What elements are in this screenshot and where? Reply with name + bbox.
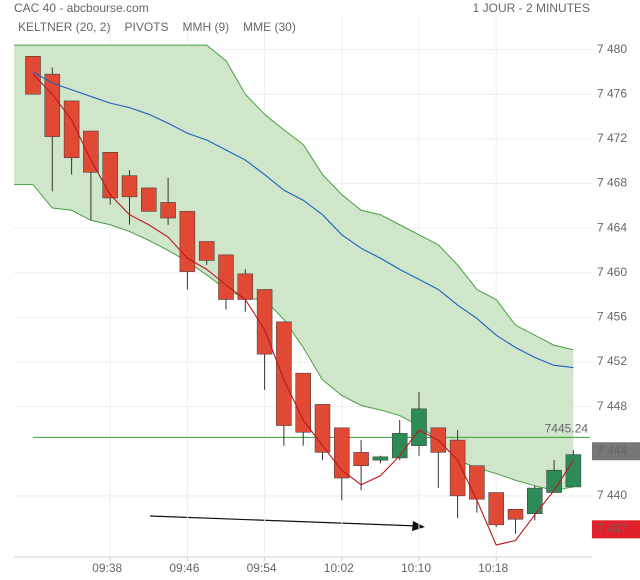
y-tick-label: 7 468 xyxy=(597,176,627,190)
candle-body xyxy=(353,452,369,466)
y-tick-label: 7 456 xyxy=(597,310,627,324)
last-price-box xyxy=(592,442,640,461)
y-tick-label: 7 460 xyxy=(597,265,627,279)
x-tick-label: 10:10 xyxy=(401,561,431,575)
candle-body xyxy=(198,241,215,261)
keltner-upper xyxy=(14,44,574,351)
candle-body xyxy=(507,509,524,520)
legend-entry: MME (30) xyxy=(243,20,296,34)
chart-subtitle: 1 JOUR - 2 MINUTES xyxy=(473,1,590,15)
low-price-box xyxy=(592,520,640,539)
y-tick-label: 7 480 xyxy=(597,42,627,56)
candle-body xyxy=(121,175,138,198)
low-price-label: 7 437 xyxy=(597,522,627,536)
candle-body xyxy=(160,202,176,219)
candle-body xyxy=(295,372,311,433)
candle-body xyxy=(391,433,408,459)
x-tick-label: 09:46 xyxy=(169,561,199,575)
moving-average xyxy=(32,71,574,369)
candle-body xyxy=(141,187,157,212)
legend-entry: MMH (9) xyxy=(183,20,230,34)
candle-body xyxy=(488,492,504,526)
candle-body xyxy=(218,254,234,300)
candle-body xyxy=(469,465,485,500)
reference-label: 7445.24 xyxy=(545,422,589,436)
candle-body xyxy=(372,456,389,461)
candle-body xyxy=(25,56,41,95)
x-tick-label: 10:02 xyxy=(324,561,354,575)
candle-body xyxy=(527,487,543,514)
candle-body xyxy=(83,130,99,173)
y-tick-label: 7 452 xyxy=(597,354,627,368)
x-tick-label: 09:38 xyxy=(92,561,122,575)
candle-body xyxy=(63,100,80,159)
keltner-fill xyxy=(14,45,574,491)
x-tick-label: 10:18 xyxy=(478,561,508,575)
y-tick-label: 7 476 xyxy=(597,86,627,100)
candle-body xyxy=(102,151,118,199)
y-tick-label: 7 472 xyxy=(597,131,627,145)
y-tick-label: 7 440 xyxy=(597,488,627,502)
last-price-label: 7 444 xyxy=(597,443,627,457)
moving-average xyxy=(32,73,574,546)
legend-entry: PIVOTS xyxy=(124,20,168,34)
candle-body xyxy=(546,469,562,493)
candle-body xyxy=(565,454,582,488)
x-tick-label: 09:54 xyxy=(247,561,277,575)
candle-body xyxy=(179,211,196,272)
candle-body xyxy=(411,408,427,446)
y-tick-label: 7 464 xyxy=(597,220,627,234)
chart-title: CAC 40 - abcbourse.com xyxy=(14,1,149,15)
candle-body xyxy=(276,321,292,426)
y-tick-label: 7 448 xyxy=(597,399,627,413)
legend-entry: KELTNER (20, 2) xyxy=(18,20,110,34)
arrow xyxy=(149,515,419,527)
candle-body xyxy=(449,439,466,497)
